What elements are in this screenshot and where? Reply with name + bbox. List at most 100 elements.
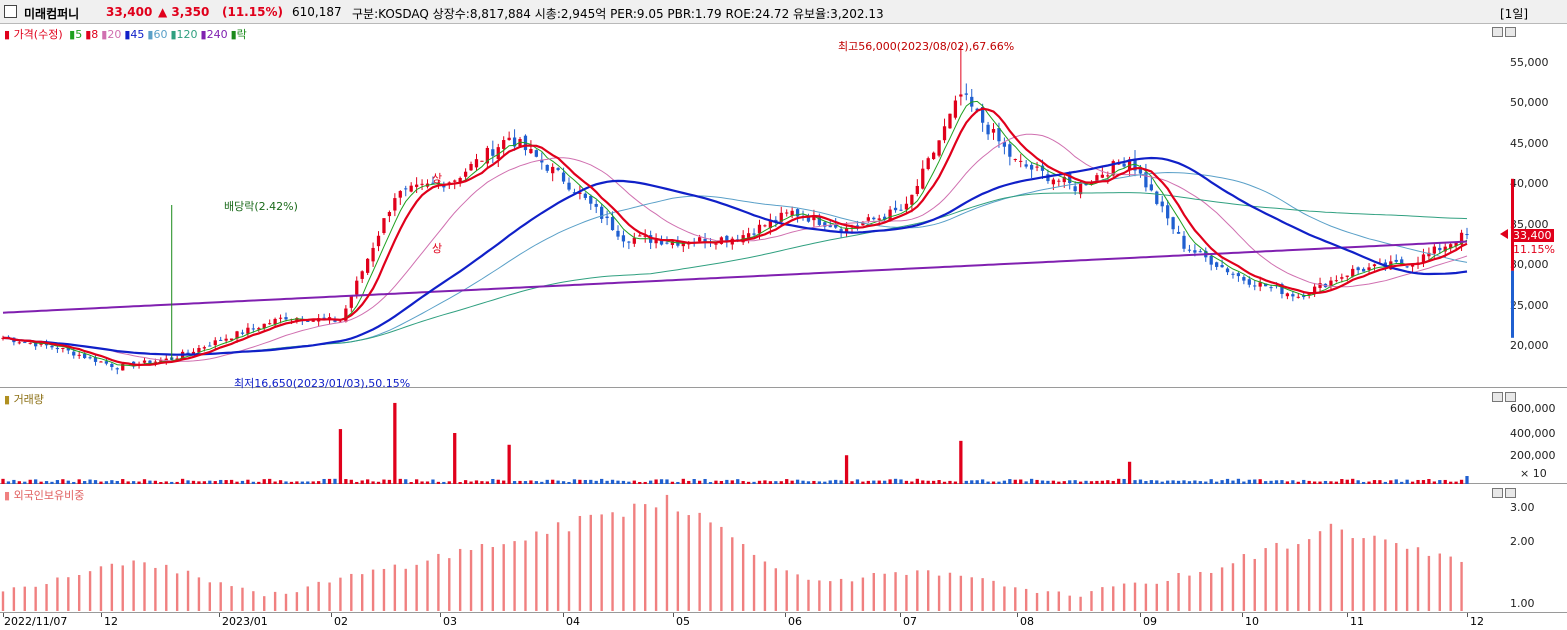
volume-bar xyxy=(137,481,141,484)
current-price-tag: 33,400 xyxy=(1511,229,1554,242)
foreign-bar xyxy=(426,560,429,611)
candle-body xyxy=(1127,159,1132,170)
foreign-bar xyxy=(1122,583,1126,611)
candle-body xyxy=(697,237,702,242)
volume-bar xyxy=(83,481,87,484)
volume-bar xyxy=(1432,481,1436,484)
panel-minimize-button[interactable] xyxy=(1492,392,1503,402)
candle-body xyxy=(387,212,392,217)
volume-bar xyxy=(344,479,348,484)
candle-body xyxy=(469,163,473,171)
volume-bar xyxy=(202,481,207,484)
volume-bar xyxy=(1095,480,1099,484)
dividend-annotation: 배당락(2.42%) xyxy=(224,200,298,213)
stock-name[interactable]: 미래컴퍼니 xyxy=(24,7,80,21)
volume-bar xyxy=(1100,480,1104,484)
volume-bar xyxy=(545,479,549,484)
candle-body xyxy=(540,159,544,163)
candle-body xyxy=(817,217,821,225)
volume-bar xyxy=(806,481,811,484)
volume-bar xyxy=(1209,479,1213,484)
candle-body xyxy=(752,233,756,235)
panel-close-button[interactable] xyxy=(1505,488,1516,498)
foreign-bar xyxy=(1449,556,1452,611)
candle-body xyxy=(975,108,979,111)
candle-body xyxy=(757,224,762,234)
candle-body xyxy=(1247,279,1251,285)
candle-body xyxy=(643,235,647,237)
volume-bar xyxy=(360,480,364,484)
volume-bar xyxy=(474,480,479,484)
panel-minimize-button[interactable] xyxy=(1492,488,1503,498)
panel-minimize-button[interactable] xyxy=(1492,27,1503,37)
volume-bar xyxy=(366,479,370,484)
volume-bar xyxy=(676,481,680,484)
x-tick-label: 03 xyxy=(443,615,457,628)
candle-body xyxy=(774,219,778,222)
panel-close-button[interactable] xyxy=(1505,392,1516,402)
candle-body xyxy=(534,150,538,157)
volume-bar xyxy=(197,481,201,484)
candle-body xyxy=(1296,296,1300,298)
volume-bar xyxy=(632,480,636,484)
volume-bar xyxy=(382,479,386,484)
volume-bar xyxy=(1057,481,1061,484)
candle-body xyxy=(349,296,353,308)
volume-bar xyxy=(77,479,81,484)
foreign-bar xyxy=(861,577,865,611)
volume-bar xyxy=(600,478,604,484)
candle-body xyxy=(240,332,245,334)
period-selector[interactable]: [1일] xyxy=(1500,7,1529,21)
candle-body xyxy=(1122,163,1126,167)
volume-bar xyxy=(1029,478,1034,484)
candle-body xyxy=(872,217,876,220)
volume-bar xyxy=(1291,480,1295,484)
volume-bar xyxy=(1421,480,1426,484)
foreign-bar xyxy=(1351,538,1354,611)
volume-bar xyxy=(1459,479,1464,484)
foreign-bar xyxy=(1144,583,1148,611)
volume-unit: × 10 xyxy=(1520,467,1547,480)
select-checkbox[interactable] xyxy=(4,5,17,18)
volume-bar xyxy=(502,480,506,484)
candle-body xyxy=(768,219,773,229)
volume-bar xyxy=(975,480,979,484)
volume-bar xyxy=(921,480,925,484)
candle-body xyxy=(420,183,424,185)
candle-body xyxy=(583,193,587,198)
x-tick-label: 04 xyxy=(566,615,580,628)
volume-bar xyxy=(697,480,702,484)
x-tick-label: 2023/01 xyxy=(222,615,268,628)
candle-body xyxy=(23,342,27,344)
foreign-bar xyxy=(1405,548,1409,611)
legend-foreign-marker: ▮ xyxy=(4,489,11,502)
volume-bar xyxy=(1198,481,1202,484)
volume-bar xyxy=(170,481,174,484)
foreign-bar xyxy=(360,574,364,611)
volume-bar xyxy=(1242,481,1246,484)
volume-bar xyxy=(828,480,832,484)
candle-body xyxy=(600,206,604,219)
volume-bar xyxy=(817,481,821,484)
volume-bar xyxy=(1084,480,1088,484)
volume-bar xyxy=(512,481,517,484)
candle-body xyxy=(1002,142,1007,147)
foreign-bar xyxy=(839,578,843,611)
volume-bar xyxy=(23,481,27,484)
panel-close-button[interactable] xyxy=(1505,27,1516,37)
candle-body xyxy=(921,168,925,189)
candle-body xyxy=(115,368,119,370)
candle-body xyxy=(572,192,577,194)
ma-legend-5: ▮5 xyxy=(69,28,83,41)
volume-bar xyxy=(398,478,402,484)
candle-body xyxy=(284,317,288,320)
volume-bar xyxy=(980,479,985,484)
foreign-bar xyxy=(154,567,157,611)
volume-bar xyxy=(1019,479,1023,484)
volume-bar xyxy=(469,481,473,484)
high-annotation: 최고56,000(2023/08/02),67.66% xyxy=(838,40,1015,53)
foreign-bar xyxy=(415,564,418,611)
candle-body xyxy=(213,340,217,346)
foreign-bar xyxy=(916,570,919,611)
